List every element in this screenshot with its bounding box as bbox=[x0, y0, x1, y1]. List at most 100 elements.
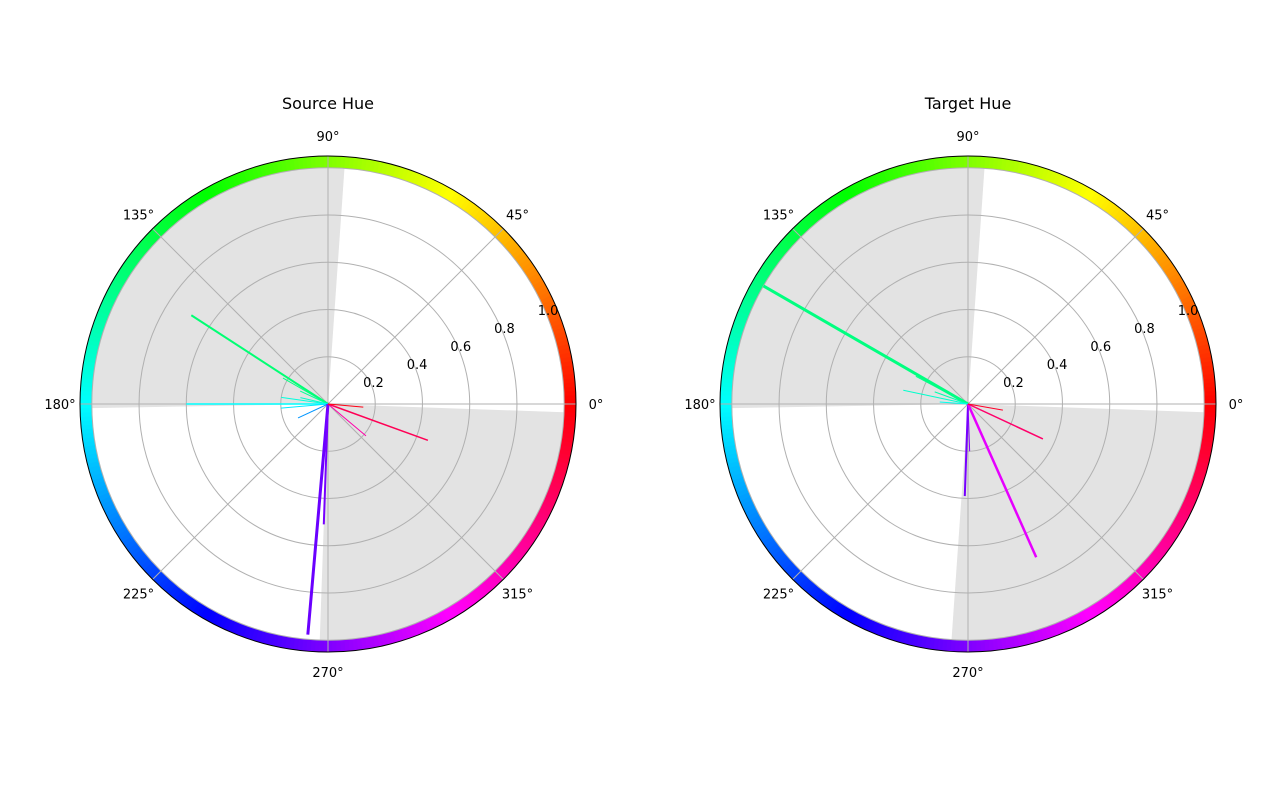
hue-ring-segment bbox=[518, 256, 532, 269]
hue-ring-segment bbox=[414, 173, 425, 187]
hue-bar bbox=[327, 403, 364, 408]
hue-ring-segment bbox=[195, 191, 207, 205]
hue-ring-segment bbox=[95, 311, 110, 321]
hue-ring-segment bbox=[438, 609, 450, 623]
hue-ring-segment bbox=[465, 202, 478, 216]
hue-ring-segment bbox=[486, 575, 499, 589]
angle-tick-label: 180° bbox=[684, 398, 715, 413]
hue-ring-segment bbox=[475, 210, 488, 224]
hue-ring-segment bbox=[1082, 607, 1094, 621]
hue-ring-segment bbox=[1145, 239, 1158, 253]
hue-ring-segment bbox=[817, 203, 830, 217]
chart-title: Source Hue bbox=[282, 94, 374, 113]
hue-ring-segment bbox=[499, 233, 513, 246]
hue-ring-segment bbox=[400, 626, 411, 640]
hue-ring-segment bbox=[739, 496, 753, 507]
hue-ring-segment bbox=[479, 581, 493, 594]
hue-ring-segment bbox=[1163, 531, 1177, 543]
hue-ring-segment bbox=[1088, 190, 1100, 204]
hue-ring-segment bbox=[1165, 267, 1179, 279]
hue-ring-segment bbox=[182, 595, 194, 609]
hue-ring-segment bbox=[134, 244, 148, 257]
hue-ring-segment bbox=[473, 586, 486, 600]
hue-ring-segment bbox=[403, 168, 413, 183]
hue-ring-segment bbox=[842, 187, 854, 201]
hue-ring-segment bbox=[1075, 611, 1086, 625]
hue-ring-segment bbox=[146, 565, 160, 578]
hue-ring-segment bbox=[168, 584, 181, 598]
hue-ring-segment bbox=[756, 268, 770, 281]
hue-ring-segment bbox=[175, 590, 188, 604]
hue-ring-segment bbox=[411, 171, 421, 186]
hue-ring-segment bbox=[859, 616, 870, 630]
radial-tick-label: 0.2 bbox=[1003, 376, 1024, 391]
hue-ring-segment bbox=[1191, 475, 1205, 485]
hue-ring-segment bbox=[751, 518, 765, 530]
hue-ring-segment bbox=[1154, 544, 1168, 557]
hue-ring-segment bbox=[851, 612, 863, 626]
hue-ring-segment bbox=[1189, 317, 1203, 328]
hue-ring-segment bbox=[221, 177, 232, 191]
hue-ring-segment bbox=[135, 552, 149, 565]
hue-ring-segment bbox=[229, 174, 240, 188]
hue-ring-segment bbox=[1188, 483, 1202, 493]
hue-ring-segment bbox=[1113, 586, 1126, 600]
hue-ring-segment bbox=[1129, 572, 1142, 586]
hue-ring-segment bbox=[112, 276, 126, 288]
hue-ring-segment bbox=[119, 265, 133, 277]
hue-ring-segment bbox=[178, 592, 191, 606]
hue-ring-segment bbox=[769, 546, 783, 559]
hue-ring-segment bbox=[520, 260, 534, 272]
hue-ring-segment bbox=[768, 251, 782, 264]
hue-bar bbox=[963, 403, 969, 497]
hue-ring-segment bbox=[217, 179, 229, 193]
hue-ring-segment bbox=[241, 169, 252, 183]
hue-ring-segment bbox=[1185, 490, 1199, 501]
hue-ring-segment bbox=[783, 562, 797, 575]
hue-ring-segment bbox=[131, 247, 145, 260]
hue-ring-segment bbox=[1048, 623, 1059, 638]
hue-ring-segment bbox=[1159, 538, 1173, 550]
hue-ring-segment bbox=[1171, 278, 1185, 290]
hue-ring-segment bbox=[495, 566, 508, 580]
hue-ring-segment bbox=[127, 542, 141, 555]
hue-ring-segment bbox=[1186, 309, 1200, 320]
hue-ring-segment bbox=[210, 183, 221, 197]
hue-ring-segment bbox=[807, 211, 820, 225]
hue-ring-segment bbox=[1035, 166, 1045, 180]
hue-ring-segment bbox=[734, 315, 748, 325]
hue-ring-segment bbox=[549, 479, 564, 489]
hue-ring-segment bbox=[739, 303, 753, 314]
hue-ring-segment bbox=[1192, 471, 1206, 481]
hue-ring-segment bbox=[496, 230, 510, 243]
hue-ring-segment bbox=[742, 295, 756, 306]
hue-ring-segment bbox=[838, 189, 850, 203]
hue-ring-segment bbox=[143, 562, 157, 575]
hue-ring-segment bbox=[526, 527, 540, 540]
hue-bar bbox=[280, 403, 329, 409]
hue-ring-segment bbox=[877, 170, 888, 185]
hue-ring-segment bbox=[90, 327, 104, 337]
hue-ring-segment bbox=[537, 289, 551, 301]
hue-ring-segment bbox=[881, 169, 892, 183]
hue-ring-segment bbox=[92, 319, 107, 329]
hue-ring-segment bbox=[235, 622, 245, 637]
hue-ring-segment bbox=[104, 291, 118, 302]
hue-ring-segment bbox=[102, 295, 116, 306]
hue-ring-segment bbox=[1181, 297, 1195, 308]
hue-ring-segment bbox=[136, 241, 150, 254]
hue-ring-segment bbox=[1064, 617, 1075, 631]
hue-ring-segment bbox=[788, 228, 801, 242]
angle-tick-label: 0° bbox=[589, 398, 604, 413]
hue-ring-segment bbox=[255, 629, 265, 643]
polar-frame bbox=[79, 155, 577, 653]
hue-ring-segment bbox=[786, 565, 800, 578]
hue-ring-segment bbox=[805, 582, 818, 596]
hue-ring-segment bbox=[249, 166, 259, 180]
hue-ring-segment bbox=[1112, 207, 1125, 221]
hue-ring-segment bbox=[215, 614, 226, 628]
hue-ring-segment bbox=[507, 243, 521, 256]
hue-ring-segment bbox=[836, 604, 848, 618]
hue-bar bbox=[297, 403, 329, 419]
hue-ring-segment bbox=[542, 498, 556, 509]
